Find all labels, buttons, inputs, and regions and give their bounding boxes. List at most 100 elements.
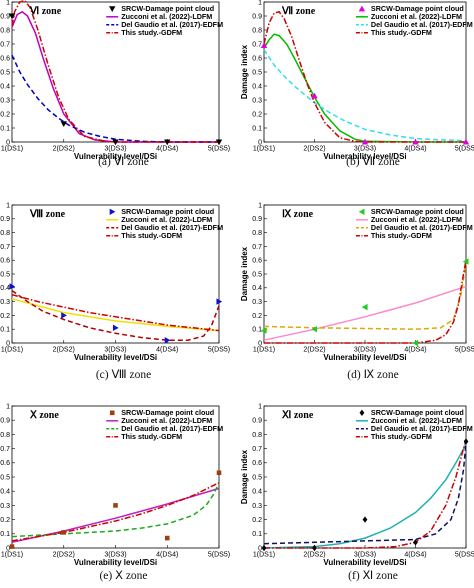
series-line: [263, 262, 467, 330]
panel-caption: (e) Ⅹ zone: [99, 570, 147, 582]
x-tick-label: 3(DS3): [354, 347, 376, 354]
x-tick-label: 4(DS4): [156, 552, 178, 559]
legend-marker: [109, 208, 116, 215]
legend-marker: [109, 6, 116, 12]
zone-label: Ⅺ zone: [281, 410, 314, 421]
series-line: [11, 293, 220, 332]
y-tick-label: 0.8: [252, 27, 262, 34]
y-tick-label: 0: [258, 545, 262, 552]
x-tick-label: 5(DS5): [455, 552, 474, 559]
y-tick-label: 0.4: [252, 285, 262, 292]
data-point: [8, 13, 16, 20]
y-tick-label: 0.4: [0, 285, 10, 292]
y-tick-label: 0.5: [252, 474, 262, 481]
y-tick-label: 0.9: [252, 418, 262, 425]
chart-panel-3: 0 0.1 0.2 0.3 0.4 0.5 0.6 0.7 0.8 0.9 1 1(DS1) 2(DS2…: [0, 202, 230, 381]
x-tick-label: 5(DS5): [208, 552, 230, 559]
y-tick-label: 0.5: [0, 474, 10, 481]
legend-entry: This study.-GDFM: [121, 28, 182, 37]
x-tick-label: 1(DS1): [253, 552, 275, 559]
x-tick-label: 4(DS4): [156, 146, 178, 153]
legend-box: [103, 207, 217, 241]
legend-entry: Del Gaudio et al. (2017)-EDFM: [371, 20, 473, 29]
y-tick-label: 0.5: [252, 271, 262, 278]
y-tick-label: 0.2: [0, 517, 10, 524]
data-point: [362, 516, 368, 523]
legend-marker: [358, 5, 366, 12]
y-tick-label: 1: [258, 403, 262, 410]
panel-caption: (f) Ⅺ zone: [348, 570, 398, 582]
legend-entry: Zucconi et al. (2022)-LDFM: [121, 215, 212, 224]
data-point: [413, 539, 418, 546]
y-tick-label: 0.8: [0, 230, 10, 237]
y-tick-label: 0.9: [0, 418, 10, 425]
y-tick-label: 0: [258, 139, 262, 146]
legend-entry: SRCW-Damage point cloud: [121, 4, 214, 13]
x-tick-label: 1(DS1): [1, 552, 23, 559]
legend-box: [352, 4, 464, 38]
panel-caption: (a) Ⅵ zone: [98, 156, 149, 168]
series-line: [264, 260, 467, 344]
y-tick-label: 0.1: [252, 125, 262, 132]
data-point: [412, 138, 419, 145]
series-line: [11, 289, 220, 341]
x-axis-label: Vulnerability level/DSi: [323, 152, 406, 161]
legend-marker: [359, 409, 365, 416]
y-tick-label: 0.3: [0, 97, 10, 104]
x-tick-label: 5(DS5): [455, 347, 474, 354]
y-tick-label: 0.3: [0, 503, 10, 510]
data-point: [311, 92, 318, 99]
data-point: [215, 139, 223, 146]
series-line: [263, 443, 467, 549]
y-tick-label: 0.3: [252, 97, 262, 104]
y-tick-label: 1: [6, 202, 10, 209]
x-tick-label: 4(DS4): [156, 347, 178, 354]
legend-entry: This study.-GDFM: [371, 231, 432, 240]
legend-entry: Zucconi et al. (2022)-LDFM: [121, 416, 212, 425]
data-point: [361, 303, 368, 311]
y-tick-label: 1: [258, 202, 262, 209]
data-point: [361, 138, 369, 145]
y-tick-label: 0.1: [252, 531, 262, 538]
y-tick-label: 0.7: [0, 41, 10, 48]
data-point: [61, 530, 67, 535]
data-point: [9, 544, 15, 549]
y-tick-label: 0: [6, 545, 10, 552]
y-tick-label: 0.8: [0, 432, 10, 439]
legend-entry: Zucconi et al. (2022)-LDFM: [371, 416, 462, 425]
x-tick-label: 5(DS5): [455, 146, 474, 153]
y-tick-label: 0: [6, 139, 10, 146]
x-tick-label: 3(DS3): [104, 552, 126, 559]
x-tick-label: 1(DS1): [1, 146, 23, 153]
x-tick-label: 2(DS2): [53, 146, 75, 153]
data-point: [216, 470, 222, 476]
y-tick-label: 0.6: [0, 55, 10, 62]
series-line: [11, 298, 220, 332]
x-tick-label: 4(DS4): [404, 552, 426, 559]
data-point: [412, 339, 419, 347]
chart-panel-2: 0 0.1 0.2 0.3 0.4 0.5 0.6 0.7 0.8 0.9 1 1(DS1) 2(DS2…: [240, 0, 474, 168]
legend-entry: SRCW-Damage point cloud: [371, 4, 464, 13]
y-tick-label: 0: [258, 340, 262, 347]
data-point: [164, 535, 170, 541]
y-tick-label: 0.8: [252, 230, 262, 237]
x-tick-label: 1(DS1): [253, 347, 275, 354]
data-point: [216, 298, 223, 305]
legend-entry: SRCW-Damage point cloud: [371, 408, 464, 417]
data-point: [164, 337, 171, 344]
x-tick-label: 5(DS5): [208, 146, 230, 153]
legend-entry: Zucconi et al. (2022)-LDFM: [371, 12, 462, 21]
data-point: [9, 283, 16, 290]
y-tick-label: 1: [6, 0, 10, 6]
legend-entry: Del Gaudio et al. (2017)-EDFM: [121, 20, 223, 29]
legend-entry: Del Gaudio et al. (2017)-EDFM: [121, 424, 223, 433]
y-tick-label: 0.1: [0, 327, 10, 334]
legend-entry: SRCW-Damage point cloud: [371, 207, 464, 216]
y-tick-label: 0.6: [252, 258, 262, 265]
data-point: [462, 258, 469, 265]
legend-entry: Del Gaudio et al. (2017)-EDFM: [371, 424, 473, 433]
x-tick-label: 2(DS2): [303, 347, 325, 354]
chart-panel-5: 0 0.1 0.2 0.3 0.4 0.5 0.6 0.7 0.8 0.9 1 1(DS1) 2(DS2…: [0, 403, 230, 582]
x-axis-label: Vulnerability level/DSi: [323, 558, 406, 567]
